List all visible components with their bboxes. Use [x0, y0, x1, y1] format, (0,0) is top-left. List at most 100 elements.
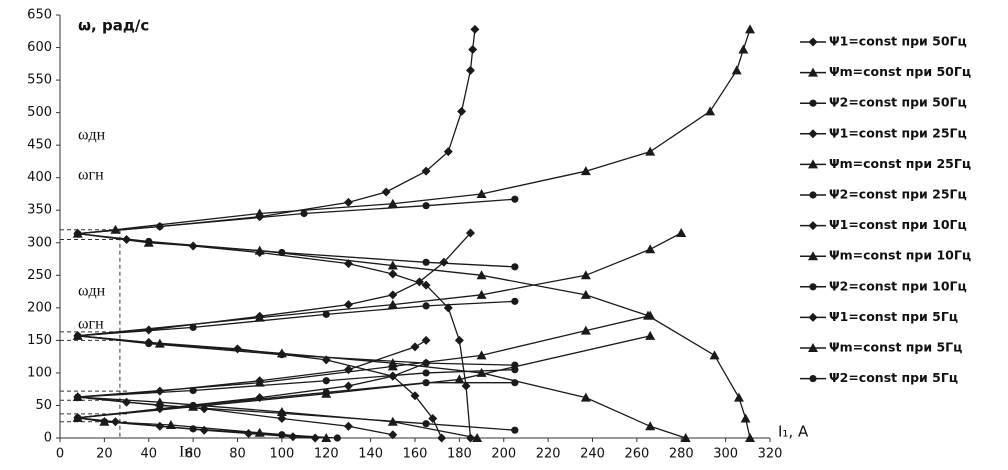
legend-marker [808, 221, 818, 231]
legend-marker [809, 191, 817, 199]
marker [740, 413, 751, 423]
marker [189, 401, 197, 410]
legend-label: Ψ1=const при 50Гц [829, 34, 967, 49]
marker [745, 433, 756, 442]
series-line [77, 29, 476, 439]
y-tick-label: 650 [27, 8, 52, 23]
legend-label: Ψ2=const при 50Гц [829, 95, 967, 110]
marker [422, 420, 430, 428]
x-tick-label: 140 [358, 447, 383, 462]
marker [381, 187, 391, 197]
x-tick-label: 120 [314, 447, 339, 462]
x-tick-label: 200 [491, 447, 516, 462]
marker [387, 361, 398, 371]
legend-label: Ψm=const при 10Гц [829, 248, 971, 263]
marker [254, 208, 265, 218]
x-tick-label: 260 [624, 447, 649, 462]
marker [322, 388, 330, 397]
marker [733, 392, 744, 402]
marker [100, 418, 108, 426]
marker [511, 366, 519, 374]
marker [421, 358, 431, 368]
marker [388, 371, 398, 381]
marker [421, 335, 431, 345]
y-tick-label: 250 [27, 268, 52, 283]
marker [580, 325, 591, 335]
marker [414, 277, 424, 287]
legend-marker [808, 251, 818, 261]
series-line [77, 382, 515, 439]
y-tick-label: 500 [27, 105, 52, 120]
marker [277, 413, 287, 423]
marker [74, 230, 82, 238]
annotation: ωдн [78, 283, 106, 300]
marker [145, 340, 153, 348]
marker [74, 414, 82, 422]
marker [476, 289, 487, 299]
marker [454, 335, 464, 345]
marker [322, 377, 330, 385]
marker [457, 106, 467, 116]
marker [410, 342, 420, 352]
legend-marker [808, 67, 818, 77]
legend-marker [809, 375, 817, 383]
marker [738, 44, 749, 54]
marker [511, 426, 519, 434]
marker [278, 431, 286, 439]
marker [645, 244, 656, 254]
marker [343, 197, 353, 207]
marker [470, 24, 480, 34]
x-tick-label: 20 [96, 447, 113, 462]
marker [322, 310, 330, 318]
marker [244, 428, 254, 438]
y-tick-label: 100 [27, 365, 52, 380]
marker [511, 297, 519, 305]
marker [387, 198, 398, 208]
x-tick-label: 40 [140, 447, 157, 462]
marker [443, 303, 453, 313]
x-tick-label: 80 [229, 447, 246, 462]
marker [422, 202, 430, 210]
x-tick-label: 60 [185, 447, 202, 462]
legend-label: Ψ2=const при 5Гц [829, 370, 958, 385]
y-tick-label: 50 [35, 398, 52, 413]
marker [439, 257, 449, 267]
y-tick-label: 450 [27, 138, 52, 153]
legend-marker [808, 343, 818, 352]
legend-label: Ψ2=const при 10Гц [829, 278, 967, 293]
y-tick-label: 300 [27, 235, 52, 250]
legend-label: Ψ2=const при 25Гц [829, 187, 967, 202]
marker [343, 381, 353, 391]
marker [422, 302, 430, 310]
marker [511, 379, 519, 387]
marker [278, 409, 286, 417]
marker [645, 146, 656, 156]
x-tick-label: 280 [669, 447, 694, 462]
marker [709, 350, 720, 360]
marker [476, 350, 487, 360]
x-tick-label: 100 [269, 447, 294, 462]
marker [278, 351, 286, 359]
marker [472, 433, 483, 442]
marker [388, 430, 398, 440]
legend-marker [808, 129, 818, 139]
series-line [77, 29, 751, 439]
legend-label: Ψm=const при 50Гц [829, 64, 971, 79]
marker [443, 147, 453, 157]
y-axis-title: ω, рад/с [78, 17, 149, 35]
marker [422, 258, 430, 266]
marker [189, 425, 197, 433]
marker [421, 166, 431, 176]
marker [387, 260, 398, 270]
series-line [77, 362, 427, 439]
x-tick-label: 0 [56, 447, 64, 462]
legend-marker [809, 99, 817, 107]
x-tick-label: 240 [580, 447, 605, 462]
y-tick-label: 200 [27, 300, 52, 315]
marker [410, 391, 420, 401]
marker [476, 270, 487, 280]
marker [156, 222, 164, 231]
marker [74, 393, 82, 401]
marker [74, 332, 82, 340]
